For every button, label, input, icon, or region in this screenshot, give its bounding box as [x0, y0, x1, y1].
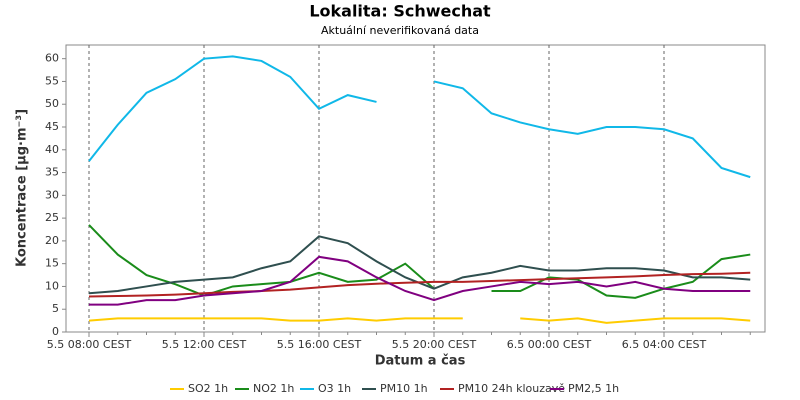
y-tick-label: 5: [52, 302, 59, 315]
legend-label: SO2 1h: [188, 382, 228, 395]
y-tick-label: 15: [45, 257, 59, 270]
y-tick-label: 35: [45, 166, 59, 179]
y-tick-label: 30: [45, 188, 59, 201]
plot-frame: [65, 44, 766, 333]
x-tick-label: 5.5 12:00 CEST: [162, 338, 247, 351]
y-tick-label: 20: [45, 234, 59, 247]
legend-label: O3 1h: [318, 382, 351, 395]
y-tick-label: 25: [45, 211, 59, 224]
x-tick-label: 5.5 16:00 CEST: [277, 338, 362, 351]
y-axis-label: Koncentrace [µg·m⁻³]: [15, 109, 30, 267]
series-line: [89, 255, 751, 306]
chart-title: Lokalita: Schwechat: [309, 2, 491, 21]
x-tick-label: 5.5 20:00 CEST: [392, 338, 477, 351]
legend-label: PM10 24h klouzavě: [458, 382, 565, 395]
legend-label: PM2,5 1h: [568, 382, 619, 395]
y-tick-label: 45: [45, 120, 59, 133]
y-tick-label: 50: [45, 97, 59, 110]
y-tick-label: 0: [52, 325, 59, 338]
legend-label: PM10 1h: [380, 382, 428, 395]
series-line: [88, 271, 751, 298]
chart-subtitle: Aktuální neverifikovaná data: [321, 24, 479, 37]
y-tick-label: 10: [45, 279, 59, 292]
series-line: [88, 317, 751, 324]
series-line: [88, 224, 751, 299]
y-tick-label: 55: [45, 74, 59, 87]
x-tick-label: 6.5 00:00 CEST: [507, 338, 592, 351]
x-axis-label: Datum a čas: [375, 354, 466, 369]
x-tick-label: 5.5 08:00 CEST: [47, 338, 132, 351]
series-line: [88, 55, 751, 179]
y-tick-label: 60: [45, 52, 59, 65]
x-tick-label: 6.5 04:00 CEST: [622, 338, 707, 351]
legend-label: NO2 1h: [253, 382, 294, 395]
y-tick-label: 40: [45, 143, 59, 156]
